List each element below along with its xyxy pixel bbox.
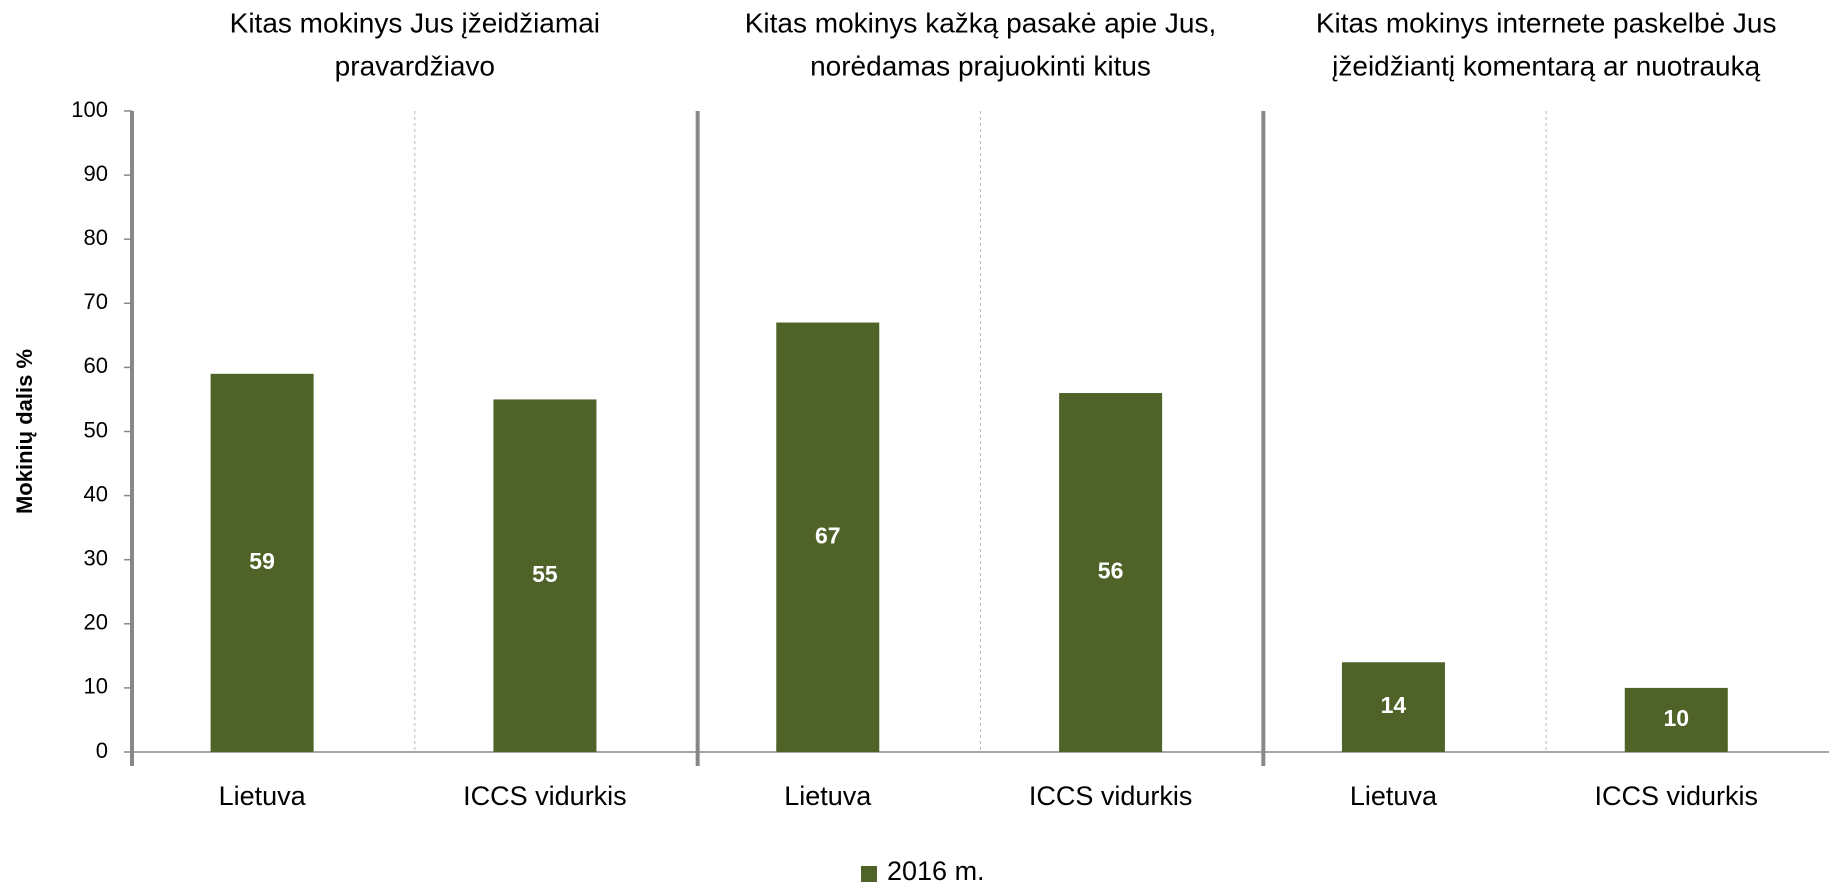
x-tick-label: Lietuva <box>784 781 872 811</box>
bar <box>1624 687 1728 752</box>
panel-title: įžeidžiantį komentarą ar nuotrauką <box>1332 50 1760 81</box>
y-tick-label: 50 <box>84 417 108 442</box>
y-tick-label: 20 <box>84 610 108 635</box>
y-tick-label: 30 <box>84 546 108 571</box>
data-label: 67 <box>815 522 841 548</box>
data-label: 59 <box>249 548 275 574</box>
y-axis-label: Mokinių dalis % <box>12 349 37 514</box>
legend-swatch <box>861 866 877 882</box>
y-tick-label: 40 <box>84 481 108 506</box>
data-label: 14 <box>1381 692 1407 718</box>
bar <box>210 373 314 752</box>
legend-label: 2016 m. <box>887 856 985 886</box>
bar <box>1059 393 1163 752</box>
data-label: 55 <box>532 561 558 587</box>
panel-title: pravardžiavo <box>335 50 495 81</box>
y-tick-label: 70 <box>84 289 108 314</box>
y-tick-label: 60 <box>84 353 108 378</box>
data-label: 56 <box>1098 558 1124 584</box>
x-tick-label: Lietuva <box>219 781 307 811</box>
x-tick-label: ICCS vidurkis <box>1029 781 1193 811</box>
y-tick-label: 0 <box>96 738 108 763</box>
y-tick-label: 90 <box>84 161 108 186</box>
panel-title: norėdamas prajuokinti kitus <box>810 50 1151 81</box>
panel-title: Kitas mokinys kažką pasakė apie Jus, <box>745 7 1217 38</box>
bar <box>1341 662 1445 752</box>
y-tick-label: 80 <box>84 225 108 250</box>
bar <box>776 322 880 752</box>
bar <box>493 399 597 752</box>
panel-title: Kitas mokinys Jus įžeidžiamai <box>230 7 600 38</box>
y-tick-label: 100 <box>71 97 108 122</box>
x-tick-label: ICCS vidurkis <box>463 781 627 811</box>
y-tick-label: 10 <box>84 674 108 699</box>
x-tick-label: ICCS vidurkis <box>1595 781 1759 811</box>
panel-title: Kitas mokinys internete paskelbė Jus <box>1316 7 1777 38</box>
data-label: 10 <box>1663 705 1689 731</box>
x-tick-label: Lietuva <box>1350 781 1438 811</box>
